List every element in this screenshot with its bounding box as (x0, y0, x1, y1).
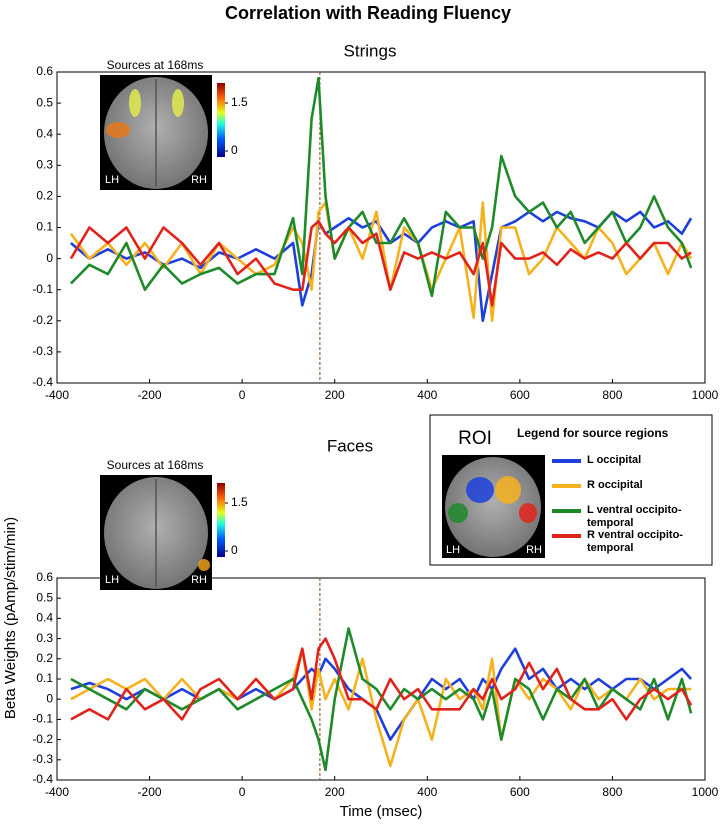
hemisphere-label: LH (446, 544, 460, 556)
y-tick-label: 0.5 (36, 590, 53, 604)
legend-label: L occipital (587, 454, 642, 466)
legend-title: Legend for source regions (517, 426, 669, 440)
x-tick-label: 600 (510, 388, 530, 402)
x-tick-label: 1000 (692, 785, 719, 799)
hemisphere-label: LH (105, 174, 119, 186)
activation (106, 122, 130, 138)
y-axis-label: Beta Weights (pAmp/stim/min) (2, 517, 19, 719)
y-tick-label: 0.3 (36, 631, 53, 645)
roi-region (448, 503, 468, 523)
y-tick-label: 0.6 (36, 570, 53, 584)
legend-label: R ventral occipito-temporal (587, 529, 683, 554)
hemisphere-label: LH (105, 574, 119, 586)
roi-region (466, 477, 494, 503)
series-line (69, 76, 693, 298)
y-tick-label: -0.1 (32, 712, 53, 726)
series-line (70, 637, 693, 721)
colorbar-tick-label: 0 (231, 543, 238, 557)
figure-title: Correlation with Reading Fluency (225, 3, 511, 23)
y-tick-label: -0.4 (32, 772, 53, 786)
y-tick-label: -0.4 (32, 375, 53, 389)
x-tick-label: 0 (239, 785, 246, 799)
x-tick-label: -200 (138, 388, 162, 402)
x-tick-label: 600 (510, 785, 530, 799)
y-tick-label: 0.4 (36, 126, 53, 140)
roi-region (519, 503, 537, 523)
x-tick-label: 0 (239, 388, 246, 402)
hemisphere-label: RH (191, 174, 207, 186)
hemisphere-label: RH (191, 574, 207, 586)
y-tick-label: -0.2 (32, 732, 53, 746)
panel-title: Faces (327, 436, 373, 455)
legend-entry: R ventral occipito-temporal (587, 529, 683, 554)
roi-label: ROI (458, 428, 492, 449)
x-tick-label: 200 (325, 388, 345, 402)
x-tick-label: 200 (325, 785, 345, 799)
y-tick-label: 0.1 (36, 671, 53, 685)
y-tick-label: 0.2 (36, 651, 53, 665)
plot-area (56, 577, 706, 781)
activation (129, 89, 141, 117)
inset-title: Sources at 168ms (107, 58, 204, 72)
x-tick-label: -200 (138, 785, 162, 799)
legend-label: L ventral occipito-temporal (587, 504, 682, 529)
x-tick-label: 800 (602, 388, 622, 402)
x-tick-label: -400 (45, 388, 69, 402)
x-tick-label: 1000 (692, 388, 719, 402)
y-tick-label: 0.1 (36, 220, 53, 234)
x-tick-label: 400 (417, 388, 437, 402)
colorbar-tick-label: 1.5 (231, 495, 248, 509)
panel-title: Strings (344, 41, 397, 60)
hemisphere-label: RH (526, 544, 542, 556)
inset-title: Sources at 168ms (107, 458, 204, 472)
y-tick-label: 0.6 (36, 64, 53, 78)
x-axis-label: Time (msec) (340, 803, 423, 820)
y-tick-label: 0 (46, 691, 53, 705)
activation (172, 89, 184, 117)
y-tick-label: -0.3 (32, 344, 53, 358)
x-tick-label: 400 (417, 785, 437, 799)
activation (198, 559, 210, 571)
y-tick-label: -0.1 (32, 282, 53, 296)
legend-entry: L ventral occipito-temporal (587, 504, 682, 529)
legend-label: R occipital (587, 479, 643, 491)
x-tick-label: -400 (45, 785, 69, 799)
colorbar-tick-label: 0 (231, 143, 238, 157)
colorbar (217, 83, 225, 157)
legend-entry: L occipital (587, 454, 642, 466)
y-tick-label: 0.5 (36, 95, 53, 109)
x-tick-label: 800 (602, 785, 622, 799)
roi-region (495, 476, 521, 504)
series-line (69, 220, 692, 307)
series-line (69, 201, 693, 323)
colorbar (217, 483, 225, 557)
y-tick-label: -0.2 (32, 313, 53, 327)
series-line (70, 627, 693, 772)
y-tick-label: -0.3 (32, 752, 53, 766)
y-tick-label: 0 (46, 251, 53, 265)
y-tick-label: 0.3 (36, 157, 53, 171)
y-tick-label: 0.2 (36, 189, 53, 203)
colorbar-tick-label: 1.5 (231, 95, 248, 109)
y-tick-label: 0.4 (36, 611, 53, 625)
legend-entry: R occipital (587, 479, 643, 491)
